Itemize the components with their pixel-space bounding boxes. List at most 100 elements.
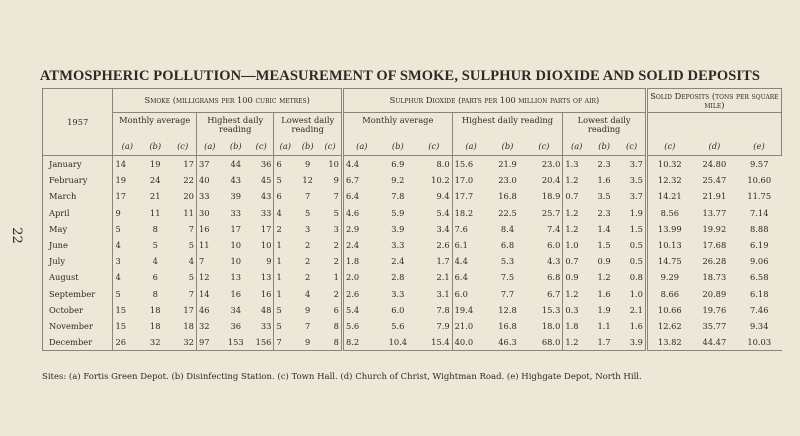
value-cell: 3.5 xyxy=(597,191,611,202)
value-cell: 2.1 xyxy=(629,304,643,315)
value-cell: 19 xyxy=(149,159,161,170)
value-cell: 10 xyxy=(328,159,339,170)
value-cell: 2 xyxy=(305,240,311,251)
value-cell: 1 xyxy=(273,253,297,270)
value-cell: 10.60 xyxy=(747,175,772,186)
value-cell: 156 xyxy=(248,334,274,352)
month-cell: April xyxy=(41,204,114,221)
value-cell: 7.9 xyxy=(436,320,450,331)
value-cell: 1.7 xyxy=(436,256,450,267)
value-cell: 0.3 xyxy=(562,301,591,318)
value-cell: 10.13 xyxy=(644,236,692,254)
value-cell: 48 xyxy=(260,304,272,315)
value-cell: 15 xyxy=(112,317,142,335)
value-cell: 7 xyxy=(188,288,194,299)
value-cell: 16 xyxy=(230,288,241,299)
value-cell: 0.8 xyxy=(629,272,643,283)
value-cell: 15.6 xyxy=(451,155,490,173)
so2-header: Sulphur Dioxide (parts per 100 million p… xyxy=(340,88,647,113)
value-cell: 0.7 xyxy=(562,188,591,205)
site-subheader: (b) xyxy=(590,138,619,156)
value-cell: 1 xyxy=(273,285,297,302)
value-cell: 17 xyxy=(230,223,241,234)
so2-monthly: Monthly average xyxy=(340,112,453,139)
value-cell: 1.1 xyxy=(597,320,611,331)
value-cell: 6.4 xyxy=(340,188,380,205)
solid-sub xyxy=(644,112,783,139)
value-cell: 7.14 xyxy=(750,207,769,218)
value-cell: 4 xyxy=(305,288,311,299)
value-cell: 5 xyxy=(273,172,297,189)
value-cell: 7 xyxy=(273,334,297,352)
value-cell: 0.5 xyxy=(629,256,643,267)
value-cell: 4.4 xyxy=(340,155,380,173)
value-cell: 5.6 xyxy=(391,320,405,331)
value-cell: 18.9 xyxy=(541,191,561,202)
value-cell: 8 xyxy=(319,334,343,352)
value-cell: 6.8 xyxy=(547,272,561,283)
table-row: August 4 6 5 12 13 13 1 2 1 2.0 2.8 2.1 6.4 7.5 6.8 0.9 1… xyxy=(41,269,782,286)
month-cell: May xyxy=(41,220,114,237)
value-cell: 1.0 xyxy=(629,288,643,299)
value-cell: 1.8 xyxy=(340,253,380,270)
value-cell: 1.6 xyxy=(597,288,611,299)
month-cell: October xyxy=(41,301,114,318)
value-cell: 9.34 xyxy=(750,320,769,331)
month-cell: February xyxy=(41,172,114,189)
value-cell: 1 xyxy=(333,272,339,283)
table-row: October 15 18 17 46 34 48 5 9 6 5.4 6.0 7.8 19.4 12.8 1… xyxy=(41,301,782,318)
month-cell: November xyxy=(41,317,114,335)
value-cell: 40 xyxy=(195,172,223,189)
value-cell: 1.2 xyxy=(562,204,591,221)
value-cell: 2.3 xyxy=(597,159,611,170)
value-cell: 43 xyxy=(260,191,272,202)
value-cell: 1 xyxy=(273,269,297,286)
value-cell: 10 xyxy=(230,256,241,267)
value-cell: 6 xyxy=(333,304,339,315)
solid-header: Solid Deposits (tons per square mile) xyxy=(644,88,783,113)
value-cell: 2 xyxy=(273,220,297,237)
value-cell: 9 xyxy=(305,304,311,315)
value-cell: 7.5 xyxy=(500,272,515,283)
value-cell: 6.9 xyxy=(391,159,405,170)
value-cell: 1.2 xyxy=(562,285,591,302)
value-cell: 21.91 xyxy=(702,191,727,202)
value-cell: 5.4 xyxy=(340,301,380,318)
value-cell: 5.9 xyxy=(391,207,405,218)
value-cell: 5 xyxy=(188,272,194,283)
value-cell: 14 xyxy=(195,285,223,302)
value-cell: 153 xyxy=(222,334,249,352)
value-cell: 7.7 xyxy=(500,288,515,299)
value-cell: 8.2 xyxy=(340,334,380,352)
value-cell: 8 xyxy=(333,320,339,331)
value-cell: 46 xyxy=(195,301,223,318)
value-cell: 7 xyxy=(305,320,311,331)
value-cell: 44.47 xyxy=(691,334,737,352)
value-cell: 34 xyxy=(230,304,241,315)
value-cell: 68.0 xyxy=(525,334,563,352)
value-cell: 4 xyxy=(188,256,194,267)
site-subheader: (a) xyxy=(451,138,490,156)
value-cell: 6.1 xyxy=(451,236,490,254)
value-cell: 32 xyxy=(195,317,223,335)
site-subheader: (c) xyxy=(248,138,275,156)
pollution-table: 1957 Smoke (milligrams per 100 cubic met… xyxy=(41,88,783,352)
value-cell: 16.8 xyxy=(498,191,517,202)
value-cell: 8.88 xyxy=(750,223,769,234)
value-cell: 7.4 xyxy=(547,223,561,234)
value-cell: 20 xyxy=(183,191,194,202)
site-subheader: (b) xyxy=(489,138,526,156)
value-cell: 2 xyxy=(333,288,339,299)
value-cell: 9.2 xyxy=(391,175,405,186)
value-cell: 12.8 xyxy=(498,304,517,315)
value-cell: 18.0 xyxy=(541,320,561,331)
value-cell: 5 xyxy=(112,285,142,302)
value-cell: 7.8 xyxy=(436,304,450,315)
value-cell: 23.0 xyxy=(541,159,561,170)
value-cell: 5 xyxy=(273,317,297,335)
value-cell: 5.6 xyxy=(340,317,380,335)
value-cell: 13.77 xyxy=(702,207,727,218)
value-cell: 6.0 xyxy=(451,285,490,302)
value-cell: 39 xyxy=(230,191,241,202)
site-subheader: (c) xyxy=(618,138,647,156)
